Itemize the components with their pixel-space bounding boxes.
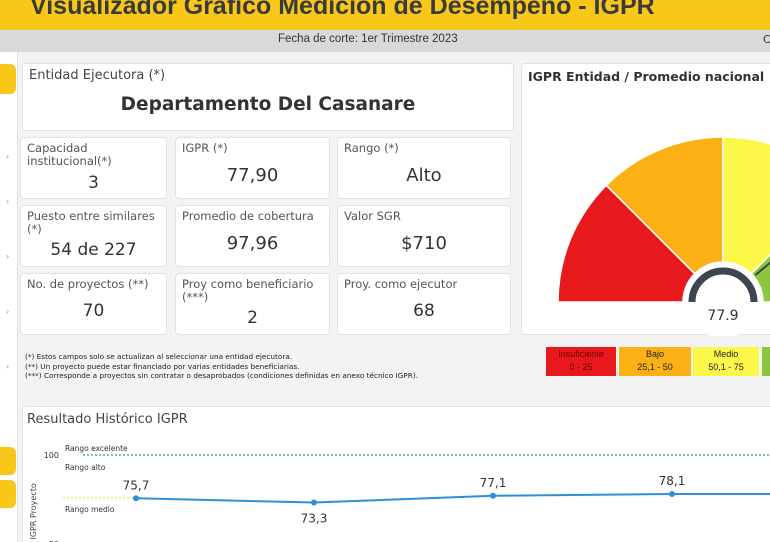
kpi-label: Puesto entre similares (*) bbox=[27, 209, 155, 236]
filter-clear-button[interactable] bbox=[0, 480, 16, 508]
chevron-right-icon[interactable]: › bbox=[6, 152, 10, 161]
y-tick-50: 50 bbox=[49, 540, 59, 542]
kpi-value: 77,90 bbox=[226, 165, 279, 186]
chevron-right-icon[interactable]: › bbox=[6, 197, 10, 206]
filter-panel: › › › › › bbox=[0, 52, 18, 542]
page-title: Visualizador Gráfico Medición de Desempe… bbox=[30, 0, 655, 20]
title-bar: Visualizador Gráfico Medición de Desempe… bbox=[0, 0, 770, 30]
kpi-label: IGPR (*) bbox=[182, 141, 228, 155]
entity-name: Departamento Del Casanare bbox=[120, 94, 416, 115]
legend-label: Medio bbox=[713, 349, 739, 359]
cutoff-bar: Fecha de corte: 1er Trimestre 2023 C bbox=[0, 30, 770, 52]
history-chart: Rango excelente Rango alto Rango medio 1… bbox=[29, 444, 770, 542]
kpi-proyectos: No. de proyectos (**) 70 bbox=[20, 273, 167, 335]
legend-range: 25,1 - 50 bbox=[637, 362, 673, 372]
gauge-segment-insuficiente bbox=[557, 184, 696, 303]
legend-medio: Medio 50,1 - 75 bbox=[693, 347, 759, 376]
kpi-value: $710 bbox=[401, 233, 447, 254]
kpi-cobertura: Promedio de cobertura 97,96 bbox=[175, 205, 330, 267]
data-label: 75,7 bbox=[123, 478, 150, 492]
gauge-value: 77.9 bbox=[707, 308, 738, 324]
data-point[interactable] bbox=[669, 490, 675, 497]
footnote: (**) Un proyecto puede estar financiado … bbox=[25, 361, 300, 371]
y-axis-label: e IGPR Proyecto bbox=[29, 483, 38, 542]
footnote: (***) Corresponde a proyectos sin contra… bbox=[25, 371, 418, 380]
data-point[interactable] bbox=[490, 492, 496, 499]
data-label: 73,3 bbox=[301, 512, 328, 526]
kpi-beneficiario: Proy como beneficiario (***) 2 bbox=[175, 273, 330, 335]
gauge-segment-medio bbox=[722, 136, 770, 275]
gauge-needle-hub bbox=[688, 267, 758, 303]
kpi-label: Proy. como ejecutor bbox=[344, 277, 458, 291]
data-point[interactable] bbox=[133, 495, 139, 502]
kpi-value: 54 de 227 bbox=[50, 240, 137, 260]
band-label-alto: Rango alto bbox=[65, 463, 106, 472]
kpi-label: No. de proyectos (**) bbox=[27, 277, 149, 291]
entity-label: Entidad Ejecutora (*) bbox=[29, 68, 166, 83]
kpi-rango: Rango (*) Alto bbox=[337, 137, 511, 199]
legend-label: Bajo bbox=[645, 349, 664, 359]
kpi-capacidad: Capacidad institucional(*) 3 bbox=[20, 137, 167, 199]
kpi-value: 97,96 bbox=[226, 233, 279, 254]
kpi-value: 70 bbox=[82, 301, 105, 321]
history-title: Resultado Histórico IGPR bbox=[27, 412, 188, 427]
kpi-value: 2 bbox=[247, 308, 258, 328]
kpi-igpr: IGPR (*) 77,90 bbox=[175, 137, 330, 199]
gauge-chart: 77.9 bbox=[557, 136, 770, 336]
entity-card[interactable]: Entidad Ejecutora (*) Departamento Del C… bbox=[22, 63, 514, 131]
kpi-label: Valor SGR bbox=[344, 209, 401, 223]
kpi-label: Rango (*) bbox=[344, 141, 399, 155]
series-line bbox=[135, 492, 770, 504]
gauge-needle bbox=[754, 261, 770, 276]
kpi-label: Promedio de cobertura bbox=[182, 209, 314, 223]
kpi-value: Alto bbox=[406, 165, 442, 186]
chevron-right-icon[interactable]: › bbox=[6, 307, 10, 316]
legend-alto bbox=[762, 347, 770, 376]
gauge-segment-bajo bbox=[605, 136, 724, 275]
legend-range: 0 - 25 bbox=[569, 362, 593, 372]
kpi-label: Proy como beneficiario (***) bbox=[182, 277, 314, 304]
kpi-value: 3 bbox=[88, 173, 99, 193]
y-tick-100: 100 bbox=[44, 451, 59, 460]
chevron-right-icon[interactable]: › bbox=[6, 362, 10, 371]
legend-bajo: Bajo 25,1 - 50 bbox=[619, 347, 691, 376]
cutoff-date: Fecha de corte: 1er Trimestre 2023 bbox=[278, 33, 458, 45]
filter-toggle-button[interactable] bbox=[0, 64, 16, 94]
kpi-value: 68 bbox=[413, 301, 435, 321]
kpi-puesto: Puesto entre similares (*) 54 de 227 bbox=[20, 205, 167, 267]
footnote: (*) Estos campos solo se actualizan al s… bbox=[25, 352, 293, 361]
legend-label: Insuficiente bbox=[558, 349, 604, 359]
legend-insuficiente: Insuficiente 0 - 25 bbox=[546, 347, 616, 376]
footnotes: (*) Estos campos solo se actualizan al s… bbox=[25, 352, 418, 381]
kpi-valor-sgr: Valor SGR $710 bbox=[337, 205, 511, 267]
history-card[interactable]: Rango excelente Rango alto Rango medio 1… bbox=[22, 406, 770, 542]
band-label-excelente: Rango excelente bbox=[65, 444, 128, 453]
kpi-label: Capacidad institucional(*) bbox=[27, 141, 112, 168]
truncated-text: C bbox=[763, 33, 770, 46]
data-label: 78,1 bbox=[659, 474, 686, 488]
gauge-card[interactable]: 77.9 IGPR Entidad / Promedio nacional bbox=[521, 63, 770, 336]
band-label-medio: Rango medio bbox=[65, 505, 115, 514]
legend-range: 50,1 - 75 bbox=[708, 362, 744, 372]
data-label: 77,1 bbox=[480, 476, 507, 490]
chevron-right-icon[interactable]: › bbox=[6, 252, 10, 261]
kpi-ejecutor: Proy. como ejecutor 68 bbox=[337, 273, 511, 335]
data-point[interactable] bbox=[311, 499, 317, 506]
filter-apply-button[interactable] bbox=[0, 447, 16, 475]
gauge-title: IGPR Entidad / Promedio nacional bbox=[528, 69, 765, 84]
